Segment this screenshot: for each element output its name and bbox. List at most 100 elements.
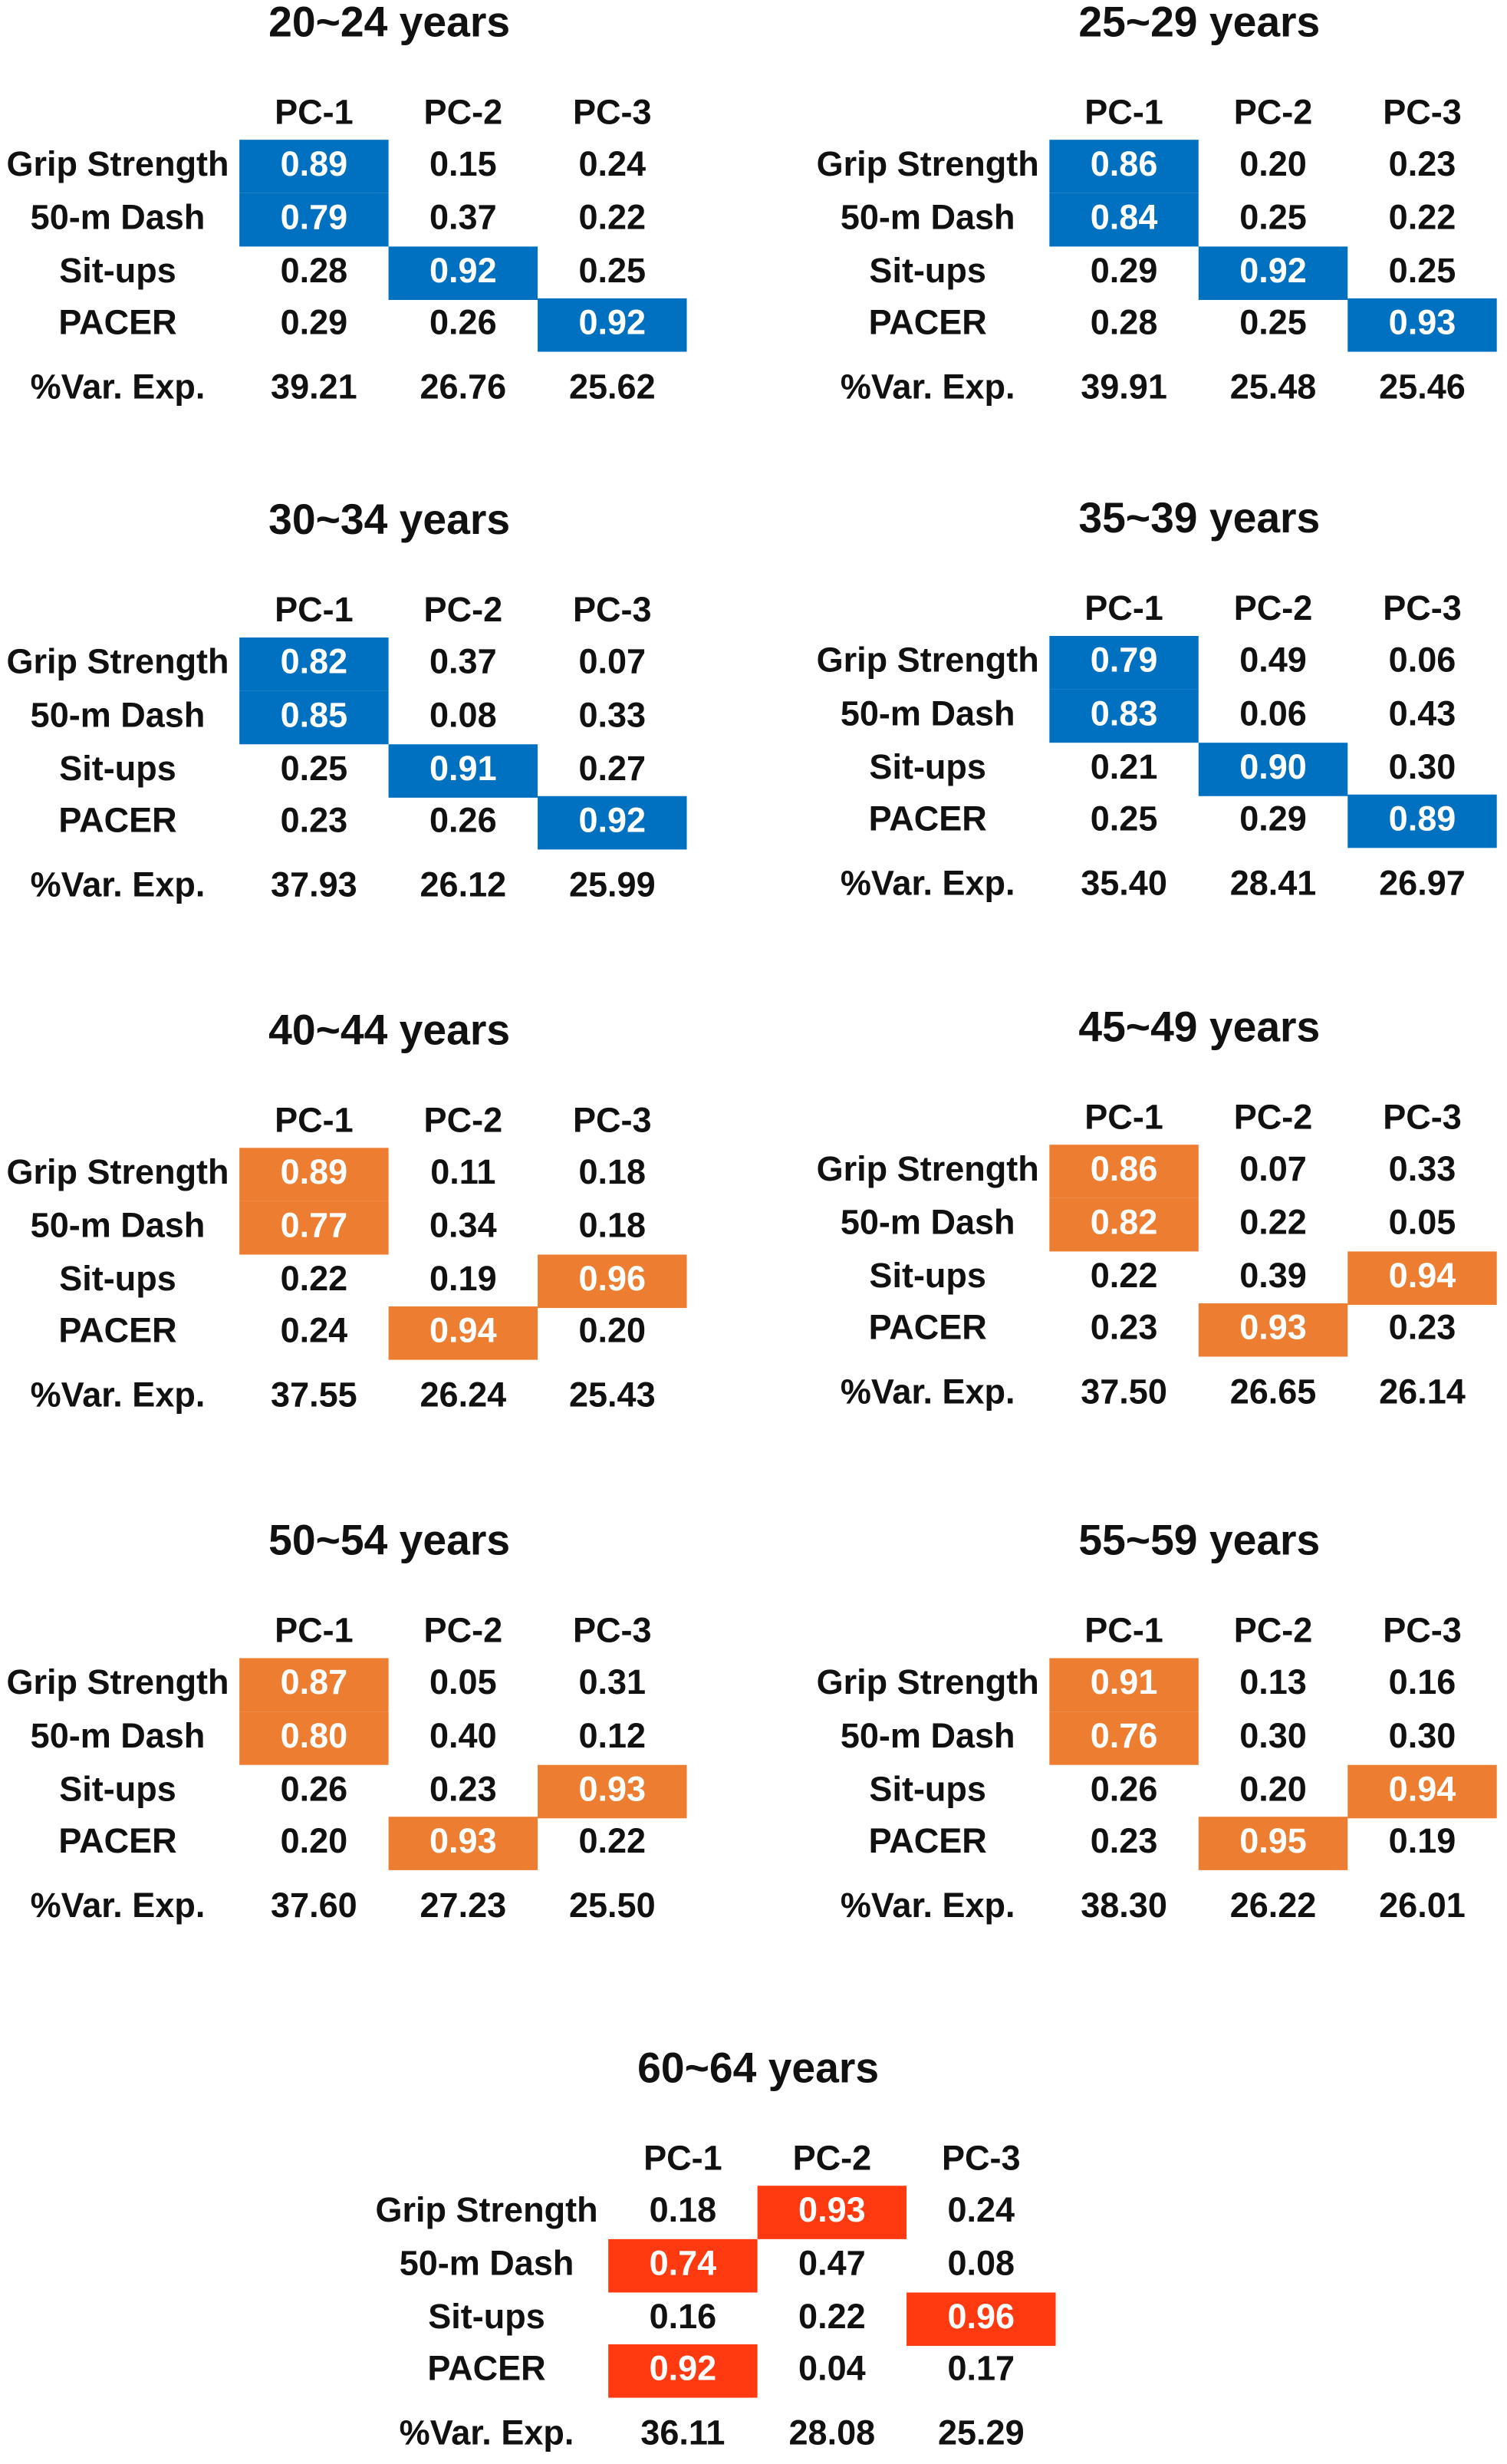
loading-value: 0.34 — [429, 1206, 497, 1245]
row-label: PACER — [869, 1821, 987, 1860]
loading-value: 0.16 — [1389, 1662, 1456, 1701]
row-label: Sit-ups — [869, 251, 986, 290]
loading-value: 0.18 — [578, 1206, 646, 1245]
column-header: PC-1 — [275, 92, 354, 131]
loading-value: 0.93 — [798, 2190, 866, 2229]
loading-value: 0.96 — [578, 1259, 646, 1298]
loading-value: 0.39 — [1239, 1256, 1307, 1295]
highlight-cell — [239, 637, 389, 691]
loading-value: 0.16 — [650, 2297, 717, 2336]
loading-value: 0.40 — [429, 1716, 497, 1755]
loading-value: 0.23 — [429, 1769, 497, 1808]
loading-value: 0.25 — [281, 749, 348, 788]
panel-title: 45~49 years — [1078, 1003, 1320, 1050]
loading-value: 0.79 — [1091, 641, 1158, 680]
row-label: 50-m Dash — [841, 1716, 1015, 1755]
row-label: Sit-ups — [59, 1259, 176, 1298]
loading-value: 0.74 — [650, 2244, 717, 2283]
loading-value: 0.84 — [1091, 197, 1158, 236]
highlight-cell — [1198, 1817, 1348, 1870]
variance-value: 26.14 — [1379, 1372, 1466, 1412]
loading-value: 0.23 — [1389, 144, 1456, 183]
variance-value: 36.11 — [640, 2413, 725, 2452]
variance-label: %Var. Exp. — [400, 2413, 574, 2452]
loading-value: 0.77 — [281, 1206, 348, 1245]
row-label: PACER — [58, 800, 176, 839]
variance-value: 35.40 — [1081, 863, 1167, 902]
variance-value: 28.08 — [789, 2413, 876, 2452]
panel-title: 60~64 years — [637, 2044, 879, 2091]
panel-title: 35~39 years — [1078, 494, 1320, 542]
loading-value: 0.23 — [1091, 1821, 1158, 1860]
panel-title: 30~34 years — [268, 496, 510, 543]
panel-title: 40~44 years — [268, 1006, 510, 1053]
loading-value: 0.92 — [429, 251, 497, 290]
highlight-cell — [239, 193, 389, 247]
loading-value: 0.29 — [1239, 799, 1307, 838]
loading-value: 0.93 — [578, 1769, 646, 1808]
row-label: 50-m Dash — [841, 1202, 1015, 1241]
column-header: PC-2 — [424, 590, 503, 629]
loading-value: 0.92 — [578, 800, 646, 839]
column-header: PC-3 — [573, 590, 652, 629]
variance-value: 39.91 — [1081, 367, 1167, 407]
highlight-cell — [608, 2344, 758, 2398]
highlight-cell — [1347, 298, 1497, 352]
variance-label: %Var. Exp. — [31, 367, 206, 407]
loading-value: 0.30 — [1389, 1716, 1456, 1755]
loading-value: 0.89 — [281, 144, 348, 183]
loading-value: 0.06 — [1239, 693, 1307, 733]
loading-value: 0.33 — [578, 695, 646, 734]
variance-value: 26.97 — [1379, 863, 1466, 902]
row-label: 50-m Dash — [841, 693, 1015, 733]
variance-label: %Var. Exp. — [841, 1372, 1015, 1412]
column-header: PC-1 — [275, 1100, 354, 1139]
highlight-cell — [757, 2186, 907, 2239]
loading-value: 0.82 — [1091, 1202, 1158, 1241]
loading-value: 0.24 — [947, 2190, 1015, 2229]
variance-value: 26.76 — [420, 367, 507, 407]
column-header: PC-3 — [1383, 588, 1462, 628]
highlight-cell — [1049, 140, 1199, 193]
loading-value: 0.79 — [281, 197, 348, 236]
row-label: 50-m Dash — [31, 197, 206, 236]
panel-title: 25~29 years — [1078, 0, 1320, 45]
loading-value: 0.93 — [429, 1821, 497, 1860]
highlight-cell — [239, 1201, 389, 1255]
loading-value: 0.83 — [1091, 693, 1158, 733]
loading-value: 0.22 — [281, 1259, 348, 1298]
loading-value: 0.85 — [281, 695, 348, 734]
highlight-cell — [538, 796, 687, 850]
variance-value: 26.01 — [1379, 1886, 1466, 1925]
highlight-cell — [239, 690, 389, 745]
row-label: Sit-ups — [869, 1769, 986, 1808]
variance-value: 25.43 — [569, 1375, 656, 1415]
loading-value: 0.94 — [1389, 1256, 1456, 1295]
variance-value: 37.60 — [271, 1886, 357, 1925]
row-label: Sit-ups — [869, 1256, 986, 1295]
variance-value: 37.55 — [271, 1375, 357, 1415]
loading-value: 0.20 — [1239, 144, 1307, 183]
loading-value: 0.29 — [281, 303, 348, 342]
highlight-cell — [1198, 743, 1348, 796]
column-header: PC-3 — [1383, 1611, 1462, 1650]
loading-value: 0.05 — [1389, 1202, 1456, 1241]
loading-value: 0.89 — [1389, 799, 1456, 838]
row-label: PACER — [58, 1821, 176, 1860]
loading-value: 0.07 — [578, 642, 646, 681]
variance-value: 27.23 — [420, 1886, 507, 1925]
loading-value: 0.18 — [650, 2190, 717, 2229]
column-header: PC-1 — [1084, 92, 1163, 131]
loading-value: 0.86 — [1091, 144, 1158, 183]
loading-value: 0.24 — [578, 144, 646, 183]
loading-value: 0.15 — [429, 144, 497, 183]
variance-value: 25.62 — [569, 367, 656, 407]
highlight-cell — [1198, 246, 1348, 300]
loading-value: 0.12 — [578, 1716, 646, 1755]
highlight-cell — [1049, 193, 1199, 247]
row-label: 50-m Dash — [31, 1206, 206, 1245]
loading-value: 0.30 — [1389, 747, 1456, 786]
highlight-cell — [1347, 1251, 1497, 1305]
column-header: PC-2 — [1234, 1097, 1313, 1136]
